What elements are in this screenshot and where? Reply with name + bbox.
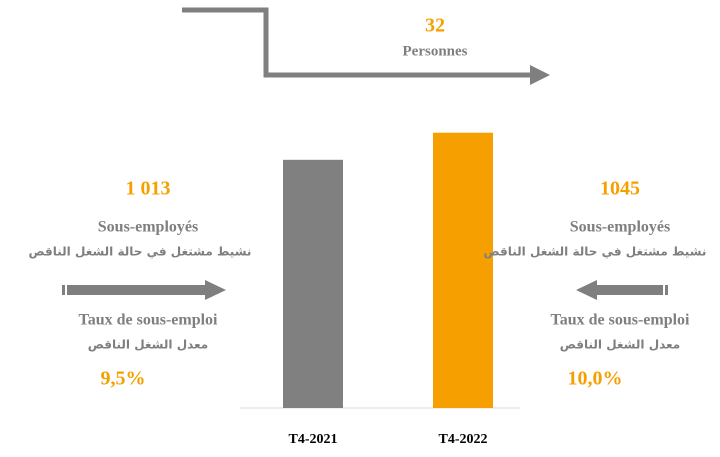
bar: [433, 132, 493, 409]
rate-label-ar: معدل الشغل الناقص: [560, 338, 680, 352]
label-ar: نشيط مشتغل في حالة الشغل الناقص: [29, 245, 252, 259]
rate-label-ar: معدل الشغل الناقص: [88, 338, 208, 352]
label-fr: Sous-employés: [98, 219, 198, 236]
change-unit: Personnes: [403, 43, 468, 59]
value-label: 1 013: [126, 178, 171, 200]
value-label: 1045: [600, 178, 640, 200]
rate: 10,0%: [568, 368, 623, 390]
rate: 9,5%: [101, 368, 146, 390]
change-connector: [182, 7, 550, 85]
right-arrow: [576, 280, 668, 300]
rate-label-fr: Taux de sous-emploi: [551, 312, 691, 329]
left-arrow: [62, 280, 226, 300]
label-fr: Sous-employés: [570, 219, 670, 236]
rate-label-fr: Taux de sous-emploi: [79, 312, 219, 329]
label-ar: نشيط مشتغل في حالة الشغل الناقص: [484, 245, 707, 259]
bar: [283, 159, 343, 408]
x-tick-label: T4-2022: [439, 432, 488, 447]
x-tick-label: T4-2021: [289, 432, 338, 447]
change-value: 32: [425, 15, 445, 37]
